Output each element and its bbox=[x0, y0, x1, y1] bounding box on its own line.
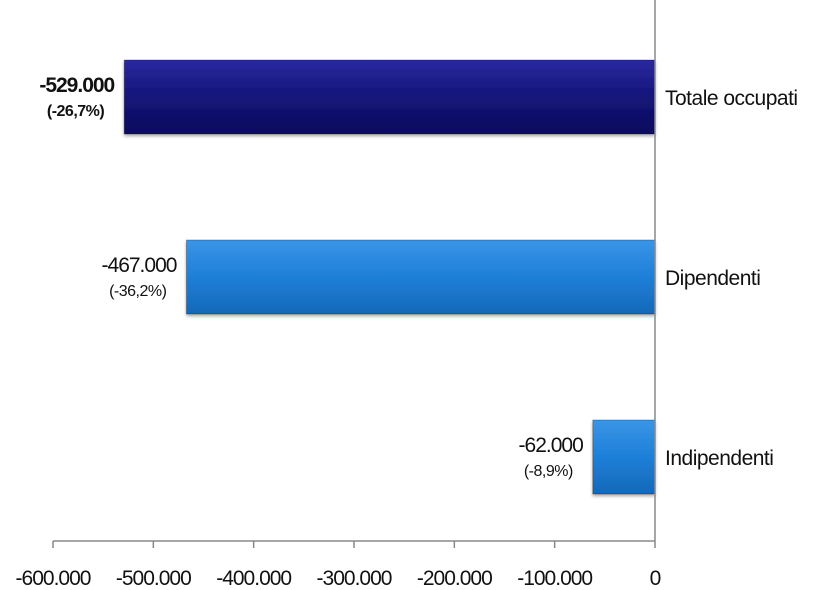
labels: Totale occupati -529.000 (-26,7%) Dipendent… bbox=[39, 74, 798, 480]
category-label: Indipendenti bbox=[665, 447, 773, 470]
x-tick-label: -100.000 bbox=[517, 567, 592, 590]
x-tick-label: -600.000 bbox=[16, 567, 91, 590]
data-label: -62.000 bbox=[519, 434, 584, 457]
bars bbox=[123, 59, 656, 495]
x-tick-label: -400.000 bbox=[216, 567, 291, 590]
percent-label: (-36,2%) bbox=[109, 283, 167, 300]
percent-label: (-8,9%) bbox=[524, 463, 573, 480]
data-label: -467.000 bbox=[102, 254, 177, 277]
x-tick-label: -300.000 bbox=[317, 567, 392, 590]
x-tick-label: 0 bbox=[650, 567, 661, 590]
axes: -600.000 -500.000 -400.000 -300.000 -200.000… bbox=[16, 0, 662, 590]
x-tick-label: -500.000 bbox=[116, 567, 191, 590]
x-tick-label: -200.000 bbox=[417, 567, 492, 590]
category-label: Dipendenti bbox=[665, 267, 760, 290]
percent-label: (-26,7%) bbox=[47, 103, 105, 120]
bar bbox=[185, 239, 656, 315]
bar bbox=[592, 419, 656, 495]
category-label: Totale occupati bbox=[665, 87, 798, 110]
data-label: -529.000 bbox=[39, 74, 114, 97]
bar bbox=[123, 59, 656, 135]
